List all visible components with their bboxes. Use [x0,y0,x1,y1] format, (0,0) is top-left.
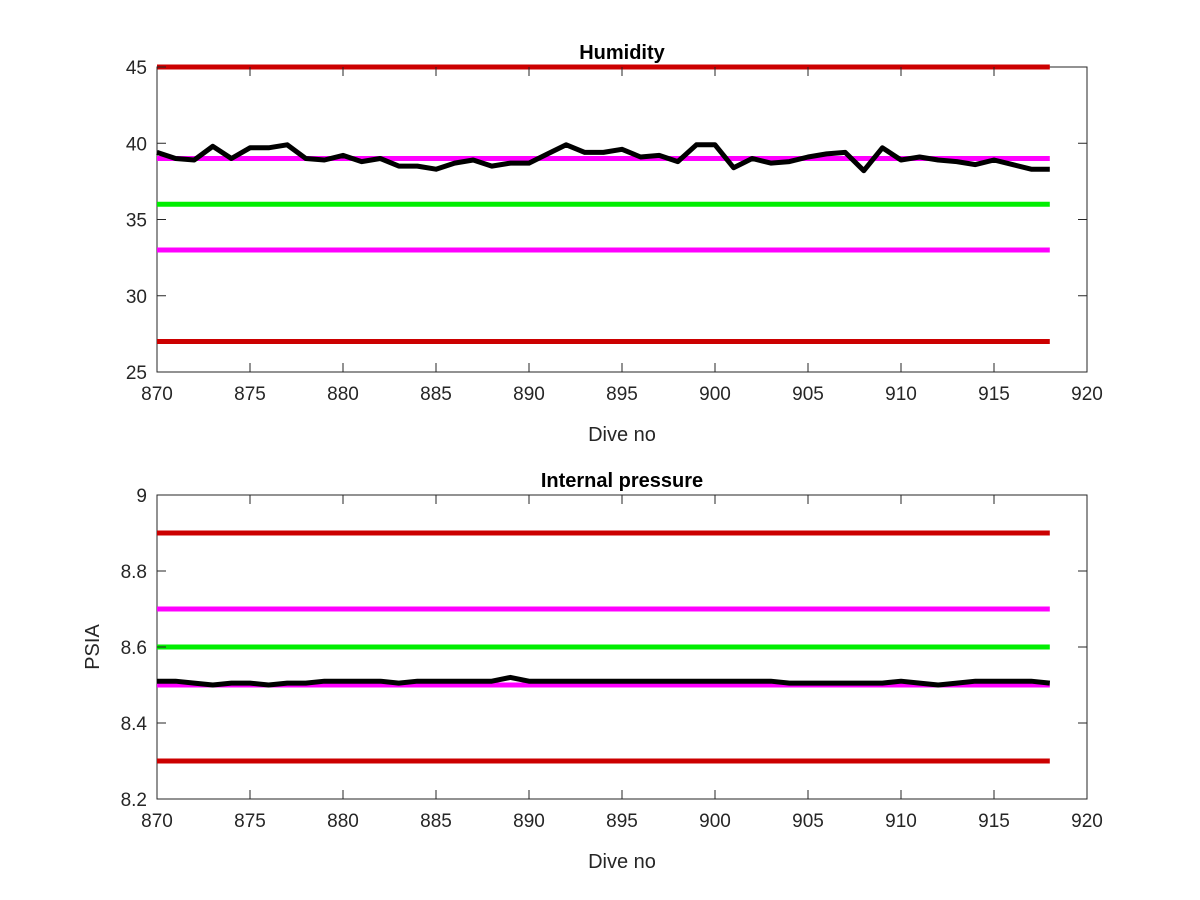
internal-pressure-x-tick-label: 890 [513,811,545,832]
humidity-x-tick-label: 880 [327,384,359,405]
internal-pressure-y-tick-label: 8.8 [121,562,147,583]
internal-pressure-plot: 870 875 880 885 890 895 900 905 910 915 920 8.2 8.4… [82,470,1103,873]
humidity-x-tick-label: 875 [234,384,266,405]
internal-pressure-x-tick-label: 915 [978,811,1010,832]
internal-pressure-x-tick-label: 895 [606,811,638,832]
humidity-y-tick-label: 40 [126,134,147,155]
humidity-y-tick-label: 25 [126,363,147,384]
humidity-title: Humidity [579,42,665,64]
humidity-x-tick-label: 870 [141,384,173,405]
humidity-series-line-0 [156,142,1050,174]
internal-pressure-x-tick-label: 870 [141,811,173,832]
humidity-y-tick-label: 30 [126,287,147,308]
internal-pressure-y-ticks: 8.2 8.4 8.6 8.8 9 [121,486,1087,811]
humidity-y-tick-label: 45 [126,58,147,79]
internal-pressure-x-tick-label: 875 [234,811,266,832]
internal-pressure-x-axis-label: Dive no [588,851,656,873]
humidity-x-tick-label: 910 [885,384,917,405]
internal-pressure-title: Internal pressure [541,470,703,492]
humidity-x-tick-label: 915 [978,384,1010,405]
internal-pressure-y-tick-label: 8.6 [121,638,147,659]
internal-pressure-x-tick-label: 900 [699,811,731,832]
humidity-x-tick-label: 905 [792,384,824,405]
humidity-plot: 870 875 880 885 890 895 900 905 910 915 920 25 30 35… [126,42,1103,446]
internal-pressure-x-tick-label: 880 [327,811,359,832]
internal-pressure-series-line-0 [157,674,1051,688]
internal-pressure-x-ticks: 870 875 880 885 890 895 900 905 910 915 920 [141,495,1103,832]
internal-pressure-y-tick-label: 8.4 [121,714,148,735]
humidity-x-tick-label: 885 [420,384,452,405]
internal-pressure-x-tick-label: 920 [1071,811,1103,832]
internal-pressure-y-tick-label: 9 [136,486,147,507]
internal-pressure-y-tick-label: 8.2 [121,790,147,811]
humidity-x-tick-label: 890 [513,384,545,405]
humidity-x-tick-label: 920 [1071,384,1103,405]
humidity-x-tick-label: 900 [699,384,731,405]
internal-pressure-series [157,674,1051,688]
humidity-x-axis-label: Dive no [588,424,656,446]
humidity-x-ticks: 870 875 880 885 890 895 900 905 910 915 920 [141,67,1103,405]
internal-pressure-y-axis-label: PSIA [82,624,104,670]
internal-pressure-x-tick-label: 910 [885,811,917,832]
humidity-y-ticks: 25 30 35 40 45 [126,58,1087,384]
humidity-series [156,142,1050,174]
internal-pressure-x-tick-label: 905 [792,811,824,832]
internal-pressure-x-tick-label: 885 [420,811,452,832]
humidity-x-tick-label: 895 [606,384,638,405]
humidity-y-tick-label: 35 [126,211,147,232]
